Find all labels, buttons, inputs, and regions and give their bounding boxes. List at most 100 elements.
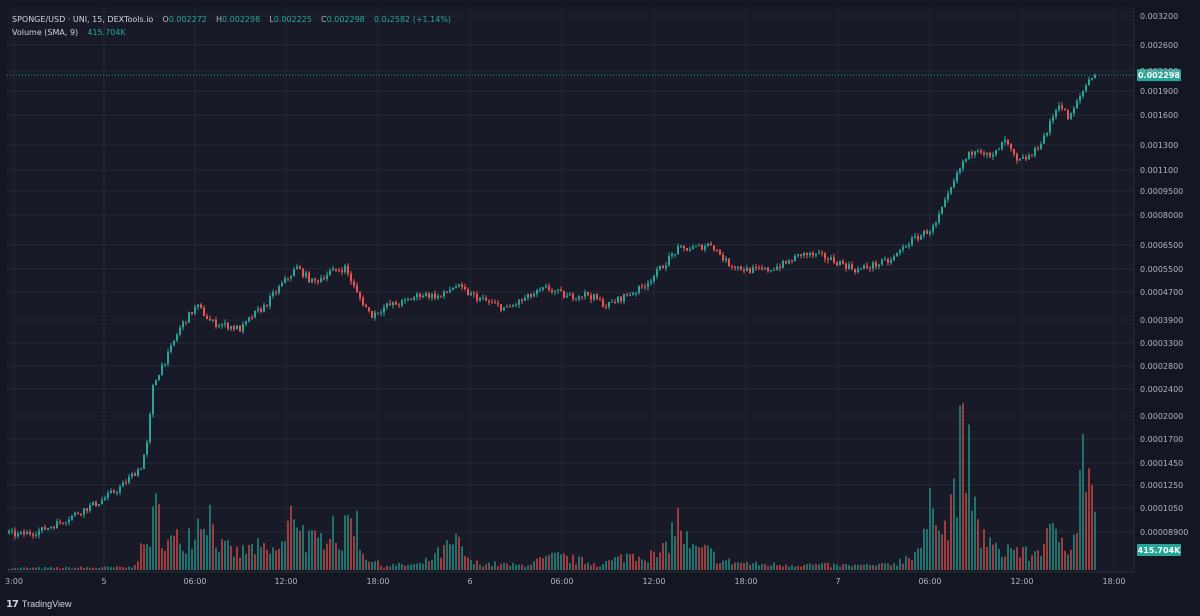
volume-bar [212, 524, 214, 570]
close-value: 0.002298 [326, 15, 365, 24]
candle-body [419, 293, 421, 298]
candle-body [776, 266, 778, 270]
candle-body [1007, 139, 1009, 145]
volume-bar [1049, 523, 1051, 570]
volume-bar [257, 538, 259, 570]
candle-body [212, 319, 214, 321]
candle-body [923, 230, 925, 236]
volume-bar [947, 540, 949, 570]
volume-bar [869, 565, 871, 570]
volume-bar [989, 537, 991, 570]
candle-body [89, 505, 91, 511]
candle-body [218, 325, 220, 327]
candle-body [863, 265, 865, 269]
price-axis-tick-label: 0.0009500 [1140, 187, 1183, 196]
branding[interactable]: 17 TradingView [6, 597, 71, 611]
volume-bar [824, 562, 826, 570]
candle-body [743, 269, 745, 272]
candle-body [380, 312, 382, 314]
candle-body [323, 278, 325, 280]
price-axis-tick-label: 0.003200 [1140, 12, 1178, 21]
volume-bar [170, 535, 172, 570]
volume-bar [518, 564, 520, 570]
candle-body [527, 293, 529, 298]
volume-bar [608, 560, 610, 570]
candle-body [857, 268, 859, 273]
candle-body [35, 535, 37, 537]
candle-body [251, 317, 253, 319]
candle-body [176, 334, 178, 341]
candle-body [542, 287, 544, 290]
candle-body [1067, 110, 1069, 120]
candle-body [551, 290, 553, 292]
candle-body [1070, 113, 1072, 120]
volume-bar [134, 564, 136, 570]
price-axis-tick-label: 0.002600 [1140, 41, 1178, 50]
volume-bar [695, 545, 697, 570]
candle-body [668, 255, 670, 266]
volume-bar [896, 565, 898, 570]
volume-bar [1007, 544, 1009, 570]
volume-bar [359, 549, 361, 570]
candle-body [1040, 143, 1042, 149]
candle-body [17, 533, 19, 537]
volume-bar [284, 541, 286, 570]
volume-bars [8, 403, 1096, 570]
candle-body [821, 252, 823, 254]
volume-bar [89, 567, 91, 570]
candle-body [899, 249, 901, 253]
volume-bar [977, 519, 979, 570]
candle-body [101, 500, 103, 505]
candle-body [536, 290, 538, 295]
candle-body [587, 292, 589, 296]
candle-body [329, 270, 331, 275]
price-axis-tick-label: 0.00008900 [1140, 528, 1188, 537]
volume-bar [686, 531, 688, 570]
candle-body [1064, 108, 1066, 111]
candle-body [479, 297, 481, 301]
volume-bar [1070, 549, 1072, 570]
candle-body [125, 482, 127, 484]
time-axis: 3:00 5 06:00 12:00 18:00 6 06:00 12:00 18:00 7 06:… [5, 571, 1134, 586]
candle-body [836, 262, 838, 266]
candle-body [626, 294, 628, 296]
volume-bar [767, 566, 769, 570]
volume-bar [86, 567, 88, 570]
volume-bar [335, 542, 337, 570]
volume-bar [578, 556, 580, 570]
volume-bar [863, 564, 865, 570]
volume-bar [752, 563, 754, 570]
volume-bar [698, 547, 700, 570]
candle-body [608, 301, 610, 307]
candle-body [779, 266, 781, 268]
candle-body [86, 508, 88, 511]
candle-body [1055, 109, 1057, 117]
volume-bar [920, 547, 922, 570]
volume-bar [473, 564, 475, 570]
candle-body [422, 295, 424, 298]
candle-body [788, 260, 790, 264]
candle-body [473, 293, 475, 295]
volume-bar [92, 567, 94, 570]
time-axis-tick-label: 12:00 [274, 577, 297, 586]
candle-body [227, 322, 229, 329]
volume-bar [860, 564, 862, 570]
candle-body [653, 275, 655, 282]
candle-body [599, 299, 601, 301]
candle-body [287, 278, 289, 280]
time-axis-tick-label: 06:00 [550, 577, 573, 586]
candle-body [998, 149, 1000, 151]
volume-bar [527, 565, 529, 570]
volume-bar [14, 567, 16, 570]
candle-body [905, 246, 907, 248]
volume-bar [272, 547, 274, 570]
candle-body [455, 286, 457, 288]
volume-bar [800, 566, 802, 570]
volume-bar [596, 566, 598, 570]
candle-body [563, 290, 565, 298]
candle-body [236, 325, 238, 330]
candle-body [284, 278, 286, 283]
volume-bar [1067, 554, 1069, 570]
candle-body [1079, 96, 1081, 101]
